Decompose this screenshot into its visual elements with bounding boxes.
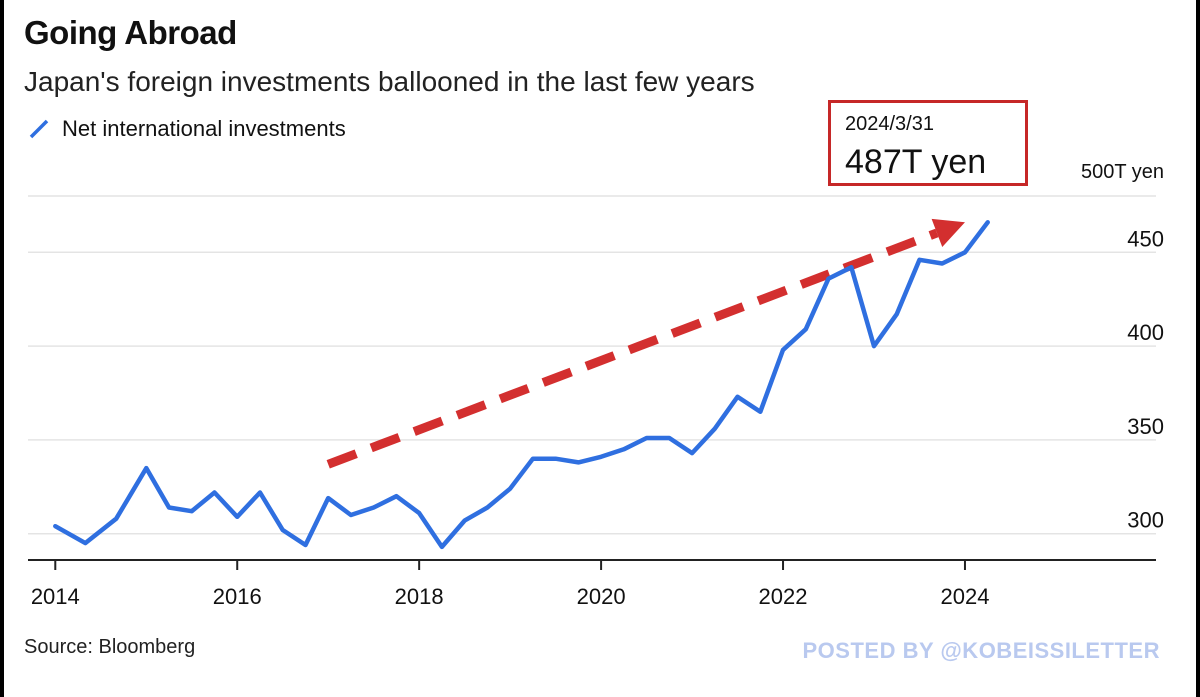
line-chart: 300 350 400 450 500T yen 2014 2016 2018 2020 2022… bbox=[28, 161, 1164, 609]
chart-card: Going Abroad Japan's foreign investments… bbox=[4, 0, 1196, 697]
x-tick-label: 2014 bbox=[31, 584, 80, 609]
annotation-date: 2024/3/31 bbox=[845, 113, 934, 135]
y-tick-label: 350 bbox=[1127, 414, 1164, 439]
y-tick-label: 500T yen bbox=[1081, 161, 1164, 183]
chart-subtitle: Japan's foreign investments ballooned in… bbox=[24, 66, 755, 97]
x-tick-label: 2020 bbox=[577, 584, 626, 609]
chart-title: Going Abroad bbox=[24, 14, 237, 51]
series-line-net-international-investments bbox=[53, 220, 990, 550]
trend-arrow-head bbox=[931, 218, 965, 247]
legend-line-icon bbox=[29, 119, 49, 139]
watermark: POSTED BY @KOBEISSILETTER bbox=[802, 638, 1160, 663]
x-tick-label: 2022 bbox=[759, 584, 808, 609]
legend-label: Net international investments bbox=[62, 116, 346, 141]
y-tick-label: 300 bbox=[1127, 508, 1164, 533]
source-note: Source: Bloomberg bbox=[24, 636, 196, 658]
x-tick-label: 2018 bbox=[395, 584, 444, 609]
annotation-callout: 2024/3/31 487T yen bbox=[828, 100, 1028, 186]
y-tick-label: 400 bbox=[1127, 320, 1164, 345]
legend: Net international investments bbox=[28, 116, 346, 142]
annotation-value: 487T yen bbox=[845, 143, 987, 181]
y-tick-label: 450 bbox=[1127, 226, 1164, 251]
x-tick-label: 2016 bbox=[213, 584, 262, 609]
trend-arrow-shaft bbox=[326, 228, 939, 469]
x-tick-label: 2024 bbox=[940, 584, 989, 609]
